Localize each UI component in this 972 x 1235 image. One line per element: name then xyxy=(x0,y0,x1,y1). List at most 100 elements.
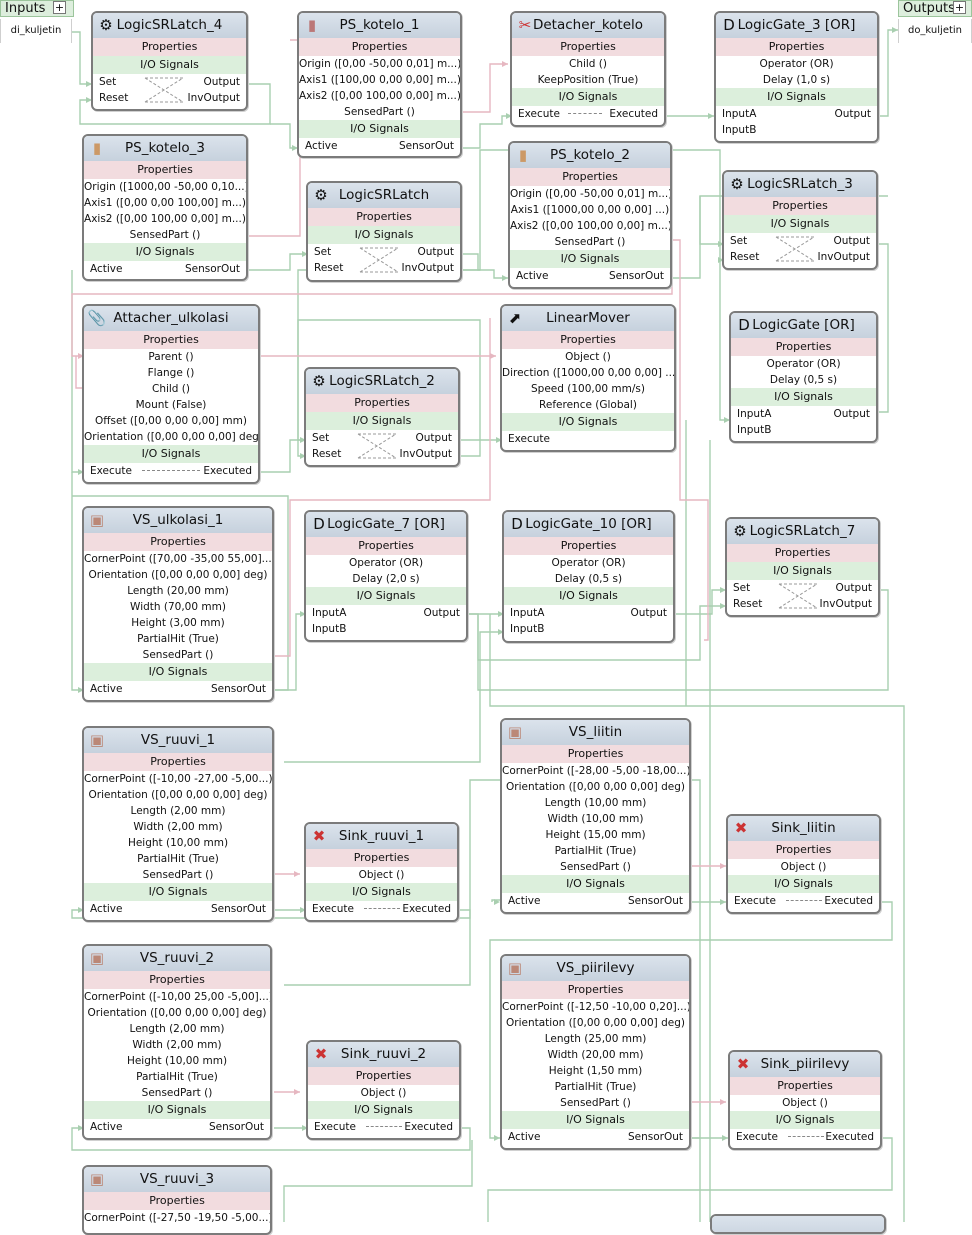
node-logicsrlatch[interactable]: ⚙ LogicSRLatch Properties I/O Signals Set… xyxy=(306,181,462,282)
io-signals-header[interactable]: I/O Signals xyxy=(93,56,246,74)
node-header[interactable]: ⚙ LogicSRLatch_2 xyxy=(306,369,458,394)
node-header[interactable]: ▮ PS_kotelo_1 xyxy=(299,13,460,38)
execute-port[interactable]: Execute xyxy=(508,433,550,445)
node-header[interactable]: ▣ VS_liitin xyxy=(502,720,689,745)
node-header[interactable]: ✖ Sink_ruuvi_2 xyxy=(308,1042,459,1067)
output-port[interactable]: Output xyxy=(415,432,452,444)
node-header[interactable]: D LogicGate_7 [OR] xyxy=(306,512,466,537)
output-port[interactable]: Output xyxy=(835,582,872,594)
reset-port[interactable]: Reset xyxy=(730,251,760,263)
properties-header[interactable]: Properties xyxy=(93,38,246,56)
node-vs-ruuvi-2[interactable]: ▣ VS_ruuvi_2 Properties CornerPoint ([-10… xyxy=(82,944,272,1140)
node-ps-kotelo-2[interactable]: ▮ PS_kotelo_2 Properties Origin ([0,00 -5… xyxy=(508,141,672,289)
inputa-port[interactable]: InputA xyxy=(312,607,347,619)
property-row[interactable]: Operator (OR) xyxy=(551,557,626,569)
node-logicsrlatch-2[interactable]: ⚙ LogicSRLatch_2 Properties I/O Signals S… xyxy=(304,367,460,467)
execute-port[interactable]: Execute xyxy=(736,1131,778,1143)
properties-header[interactable]: Properties xyxy=(299,38,460,56)
node-logicsrlatch-4[interactable]: ⚙ LogicSRLatch_4 Properties I/O Signals S… xyxy=(91,11,248,111)
property-row[interactable]: CornerPoint ([70,00 -35,00 55,00]...) xyxy=(84,553,272,565)
node-header[interactable]: ✖ Sink_ruuvi_1 xyxy=(306,824,457,849)
invoutput-port[interactable]: InvOutput xyxy=(817,251,870,263)
io-signals-header[interactable]: I/O Signals xyxy=(84,445,258,463)
property-row[interactable]: PartialHit (True) xyxy=(136,1071,218,1083)
node-vs-ruuvi-1[interactable]: ▣ VS_ruuvi_1 Properties CornerPoint ([-10… xyxy=(82,726,274,922)
inputb-port[interactable]: InputB xyxy=(510,623,545,635)
io-signals-header[interactable]: I/O Signals xyxy=(306,587,466,605)
execute-port[interactable]: Execute xyxy=(314,1121,356,1133)
properties-header[interactable]: Properties xyxy=(84,331,258,349)
property-row[interactable]: Delay (1,0 s) xyxy=(762,74,831,86)
property-row[interactable]: Object () xyxy=(358,869,405,881)
property-row[interactable]: Delay (2,0 s) xyxy=(352,573,420,585)
executed-port[interactable]: Executed xyxy=(203,465,252,477)
property-row[interactable]: PartialHit (True) xyxy=(554,845,637,857)
property-row[interactable]: Axis2 ([0,00 100,00 0,00] m...) xyxy=(299,90,460,102)
node-sink-piirilevy[interactable]: ✖ Sink_piirilevy Properties Object () I/O… xyxy=(728,1050,882,1150)
property-row[interactable]: Orientation ([0,00 0,00 0,00] deg) xyxy=(88,569,268,581)
output-port[interactable]: Output xyxy=(423,607,460,619)
property-row[interactable]: Object () xyxy=(782,1097,828,1109)
node-sink-liitin[interactable]: ✖ Sink_liitin Properties Object () I/O Si… xyxy=(726,814,881,914)
io-signals-header[interactable]: I/O Signals xyxy=(308,1101,459,1119)
output-port[interactable]: Output xyxy=(833,408,870,420)
property-row[interactable]: SensedPart () xyxy=(129,229,201,241)
properties-header[interactable]: Properties xyxy=(306,537,466,555)
property-row[interactable]: SensedPart () xyxy=(554,236,626,248)
property-row[interactable]: Origin ([0,00 -50,00 0,01] m...) xyxy=(510,188,670,200)
properties-header[interactable]: Properties xyxy=(308,1067,459,1085)
property-row[interactable]: Child () xyxy=(151,383,191,395)
node-partial-bottom[interactable] xyxy=(710,1214,886,1234)
node-ps-kotelo-3[interactable]: ▮ PS_kotelo_3 Properties Origin ([1000,00… xyxy=(82,134,248,281)
invoutput-port[interactable]: InvOutput xyxy=(399,448,452,460)
executed-port[interactable]: Executed xyxy=(824,895,873,907)
property-row[interactable]: Length (2,00 mm) xyxy=(130,805,226,817)
property-row[interactable]: Object () xyxy=(565,351,611,363)
property-row[interactable]: Operator (OR) xyxy=(766,358,841,370)
input-signal-di-kuljetin[interactable]: di_kuljetin xyxy=(0,19,72,43)
executed-port[interactable]: Executed xyxy=(402,903,451,915)
property-row[interactable]: Width (2,00 mm) xyxy=(132,1039,222,1051)
set-port[interactable]: Set xyxy=(733,582,751,594)
io-signals-header[interactable]: I/O Signals xyxy=(84,883,272,901)
node-logicgate-3[interactable]: D LogicGate_3 [OR] Properties Operator (O… xyxy=(714,11,879,143)
properties-header[interactable]: Properties xyxy=(731,338,876,356)
node-linearmover[interactable]: ⬈ LinearMover Properties Object () Direct… xyxy=(500,304,676,452)
property-row[interactable]: SensedPart () xyxy=(344,106,415,118)
io-signals-header[interactable]: I/O Signals xyxy=(308,226,460,244)
property-row[interactable]: Operator (OR) xyxy=(348,557,424,569)
output-signal-do-kuljetin[interactable]: do_kuljetin xyxy=(898,19,972,43)
invoutput-port[interactable]: InvOutput xyxy=(819,598,872,610)
property-row[interactable]: PartialHit (True) xyxy=(137,853,219,865)
property-row[interactable]: Object () xyxy=(360,1087,407,1099)
property-row[interactable]: Orientation ([0,00 0,00 0,00] deg) xyxy=(506,781,685,793)
inputb-port[interactable]: InputB xyxy=(737,424,772,436)
property-row[interactable]: Delay (0,5 s) xyxy=(554,573,623,585)
node-vs-ruuvi-3[interactable]: ▣ VS_ruuvi_3 Properties CornerPoint ([-27… xyxy=(82,1165,272,1235)
node-ps-kotelo-1[interactable]: ▮ PS_kotelo_1 Properties Origin ([0,00 -5… xyxy=(297,11,462,158)
inputa-port[interactable]: InputA xyxy=(737,408,772,420)
io-signals-header[interactable]: I/O Signals xyxy=(731,388,876,406)
property-row[interactable]: Axis2 ([0,00 100,00 0,00] m...) xyxy=(510,220,670,232)
property-row[interactable]: Length (20,00 mm) xyxy=(127,585,229,597)
set-port[interactable]: Set xyxy=(314,246,332,258)
property-row[interactable]: PartialHit (True) xyxy=(554,1081,637,1093)
node-header[interactable]: D LogicGate_10 [OR] xyxy=(504,512,673,537)
active-port[interactable]: Active xyxy=(90,903,123,915)
properties-header[interactable]: Properties xyxy=(84,1192,270,1210)
property-row[interactable]: Height (3,00 mm) xyxy=(131,617,225,629)
io-signals-header[interactable]: I/O Signals xyxy=(299,120,460,138)
node-header[interactable]: ▣ VS_ruuvi_3 xyxy=(84,1167,270,1192)
io-signals-header[interactable]: I/O Signals xyxy=(512,88,664,106)
property-row[interactable]: Offset ([0,00 0,00 0,00] mm) xyxy=(95,415,247,427)
property-row[interactable]: CornerPoint ([-10,00 25,00 -5,00]...) xyxy=(84,991,270,1003)
node-header[interactable]: ✂ Detacher_kotelo xyxy=(512,13,664,38)
invoutput-port[interactable]: InvOutput xyxy=(187,92,240,104)
inputa-port[interactable]: InputA xyxy=(510,607,545,619)
node-header[interactable]: ▮ PS_kotelo_3 xyxy=(84,136,246,161)
property-row[interactable]: CornerPoint ([-10,00 -27,00 -5,00...) xyxy=(84,773,272,785)
node-logicgate-7[interactable]: D LogicGate_7 [OR] Properties Operator (O… xyxy=(304,510,468,642)
set-port[interactable]: Set xyxy=(99,76,117,88)
node-header[interactable]: ⚙ LogicSRLatch_7 xyxy=(727,519,878,544)
node-header[interactable]: ▣ VS_ulkolasi_1 xyxy=(84,508,272,533)
